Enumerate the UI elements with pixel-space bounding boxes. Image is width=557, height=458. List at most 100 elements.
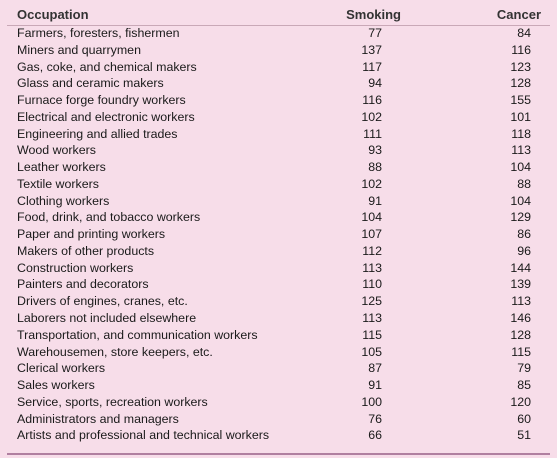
- header-occupation: Occupation: [17, 6, 89, 22]
- occupation-cell: Leather workers: [17, 160, 106, 175]
- table-row: Clothing workers 91 104: [0, 193, 557, 210]
- occupation-cell: Glass and ceramic makers: [17, 76, 164, 91]
- smoking-cell: 105: [361, 344, 382, 359]
- cancer-cell: 139: [510, 277, 531, 292]
- bottom-rule: [7, 453, 550, 455]
- smoking-cell: 91: [368, 378, 382, 393]
- table-row: Construction workers 113 144: [0, 260, 557, 277]
- smoking-cell: 76: [368, 411, 382, 426]
- cancer-cell: 84: [517, 26, 531, 40]
- table-row: Paper and printing workers 107 86: [0, 226, 557, 243]
- smoking-cell: 117: [362, 59, 382, 74]
- occupation-cell: Transportation, and communication worker…: [17, 327, 258, 342]
- smoking-cell: 66: [368, 428, 382, 443]
- occupation-cell: Administrators and managers: [17, 411, 179, 426]
- table-row: Leather workers 88 104: [0, 159, 557, 176]
- table-row: Artists and professional and technical w…: [0, 427, 557, 444]
- table-row: Farmers, foresters, fishermen 77 84: [0, 25, 557, 42]
- occupation-cell: Clothing workers: [17, 193, 110, 208]
- occupation-cell: Clerical workers: [17, 361, 106, 376]
- cancer-cell: 85: [517, 378, 531, 393]
- smoking-cell: 77: [368, 26, 382, 40]
- cancer-cell: 146: [510, 311, 531, 326]
- cancer-cell: 113: [511, 294, 531, 309]
- header-cancer: Cancer: [496, 6, 541, 22]
- table-row: Food, drink, and tobacco workers 104 129: [0, 209, 557, 226]
- cancer-cell: 86: [517, 227, 531, 242]
- cancer-cell: 128: [510, 76, 531, 91]
- cancer-cell: 129: [510, 210, 531, 225]
- table-row: Textile workers 102 88: [0, 176, 557, 193]
- smoking-cell: 88: [368, 160, 382, 175]
- cancer-cell: 60: [517, 411, 531, 426]
- cancer-cell: 104: [510, 193, 531, 208]
- occupation-cell: Artists and professional and technical w…: [17, 428, 270, 443]
- table-row: Warehousemen, store keepers, etc. 105 115: [0, 344, 557, 361]
- header-rule: [7, 25, 550, 26]
- table-row: Furnace forge foundry workers 116 155: [0, 92, 557, 109]
- smoking-cell: 93: [368, 143, 382, 158]
- cancer-cell: 79: [517, 361, 531, 376]
- cancer-cell: 118: [511, 126, 531, 141]
- smoking-cell: 94: [368, 76, 382, 91]
- smoking-cell: 104: [361, 210, 382, 225]
- cancer-cell: 144: [510, 260, 531, 275]
- occupation-cell: Engineering and allied trades: [17, 126, 178, 141]
- occupation-cell: Wood workers: [17, 143, 96, 158]
- occupation-cell: Construction workers: [17, 260, 134, 275]
- occupation-cell: Gas, coke, and chemical makers: [17, 59, 197, 74]
- occupation-cell: Sales workers: [17, 378, 95, 393]
- cancer-cell: 104: [510, 160, 531, 175]
- cancer-cell: 113: [511, 143, 531, 158]
- cancer-cell: 51: [517, 428, 531, 443]
- table-row: Administrators and managers 76 60: [0, 411, 557, 428]
- table-row: Clerical workers 87 79: [0, 360, 557, 377]
- occupation-cell: Painters and decorators: [17, 277, 149, 292]
- smoking-cell: 102: [361, 109, 382, 124]
- table-row: Drivers of engines, cranes, etc. 125 113: [0, 293, 557, 310]
- cancer-cell: 120: [510, 394, 531, 409]
- occupation-cell: Farmers, foresters, fishermen: [17, 26, 180, 40]
- smoking-cell: 113: [362, 260, 382, 275]
- table-body: Farmers, foresters, fishermen 77 84 Miners …: [0, 25, 557, 444]
- smoking-cell: 100: [361, 394, 382, 409]
- smoking-cell: 107: [361, 227, 382, 242]
- header-row: Occupation Smoking Cancer: [0, 3, 557, 25]
- smoking-cell: 87: [368, 361, 382, 376]
- occupation-cell: Warehousemen, store keepers, etc.: [17, 344, 213, 359]
- smoking-cell: 91: [368, 193, 382, 208]
- occupation-cell: Miners and quarrymen: [17, 42, 141, 57]
- cancer-cell: 88: [517, 176, 531, 191]
- cancer-cell: 115: [511, 344, 531, 359]
- cancer-cell: 116: [511, 42, 531, 57]
- smoking-cell: 111: [363, 126, 382, 141]
- table-row: Service, sports, recreation workers 100 12…: [0, 394, 557, 411]
- smoking-cell: 116: [362, 93, 382, 108]
- occupation-cell: Textile workers: [17, 176, 99, 191]
- smoking-cell: 125: [361, 294, 382, 309]
- smoking-cell: 115: [362, 327, 382, 342]
- table-row: Painters and decorators 110 139: [0, 276, 557, 293]
- occupation-cell: Food, drink, and tobacco workers: [17, 210, 201, 225]
- table-row: Gas, coke, and chemical makers 117 123: [0, 59, 557, 76]
- occupation-table: Occupation Smoking Cancer Farmers, fores…: [0, 3, 557, 444]
- smoking-cell: 137: [361, 42, 382, 57]
- table-row: Electrical and electronic workers 102 101: [0, 109, 557, 126]
- smoking-cell: 113: [362, 311, 382, 326]
- occupation-cell: Makers of other products: [17, 243, 155, 258]
- occupation-cell: Furnace forge foundry workers: [17, 93, 186, 108]
- cancer-cell: 155: [510, 93, 531, 108]
- smoking-cell: 112: [362, 243, 382, 258]
- cancer-cell: 101: [510, 109, 531, 124]
- smoking-cell: 102: [361, 176, 382, 191]
- occupation-cell: Paper and printing workers: [17, 227, 166, 242]
- table-row: Miners and quarrymen 137 116: [0, 42, 557, 59]
- table-row: Makers of other products 112 96: [0, 243, 557, 260]
- table-row: Sales workers 91 85: [0, 377, 557, 394]
- table-row: Engineering and allied trades 111 118: [0, 126, 557, 143]
- occupation-cell: Electrical and electronic workers: [17, 109, 195, 124]
- occupation-cell: Service, sports, recreation workers: [17, 394, 208, 409]
- header-smoking: Smoking: [346, 6, 401, 22]
- cancer-cell: 96: [517, 243, 531, 258]
